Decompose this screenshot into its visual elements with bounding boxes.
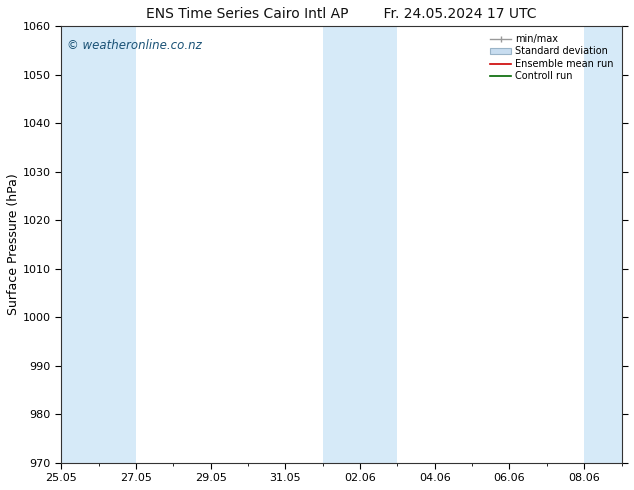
Text: © weatheronline.co.nz: © weatheronline.co.nz	[67, 39, 202, 52]
Bar	[61, 26, 99, 463]
Bar	[360, 26, 398, 463]
Bar	[99, 26, 136, 463]
Title: ENS Time Series Cairo Intl AP        Fr. 24.05.2024 17 UTC: ENS Time Series Cairo Intl AP Fr. 24.05.…	[146, 7, 536, 21]
Y-axis label: Surface Pressure (hPa): Surface Pressure (hPa)	[7, 173, 20, 316]
Bar	[323, 26, 360, 463]
Legend: min/max, Standard deviation, Ensemble mean run, Controll run: min/max, Standard deviation, Ensemble me…	[487, 31, 617, 84]
Bar	[621, 26, 634, 463]
Bar	[584, 26, 621, 463]
